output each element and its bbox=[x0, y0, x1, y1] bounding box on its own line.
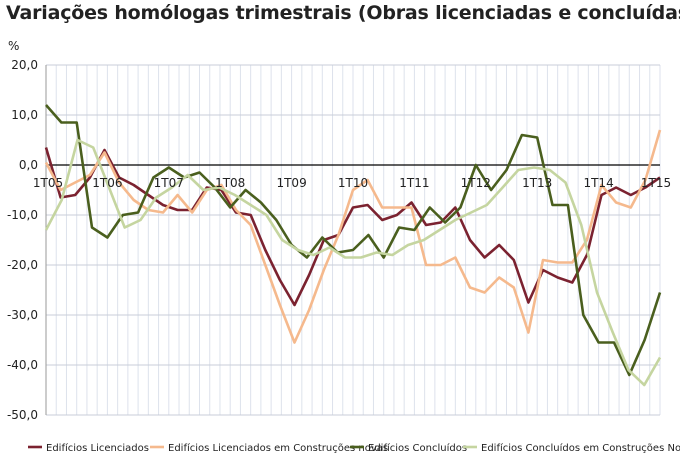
x-tick-label: 1T06 bbox=[92, 176, 122, 190]
x-tick-label: 1T08 bbox=[215, 176, 245, 190]
legend: Edifícios Licenciados Edifícios Licenciad… bbox=[28, 442, 680, 454]
x-tick-label: 1T10 bbox=[338, 176, 368, 190]
vertical-gridlines bbox=[45, 65, 661, 415]
y-axis-unit: % bbox=[8, 39, 19, 53]
y-axis-ticks: 20,0 10,0 0,0 -10,0 -20,0 -30,0 -40,0 -50,0 bbox=[7, 58, 38, 422]
x-tick-label: 1T05 bbox=[33, 176, 63, 190]
series-lines bbox=[44, 104, 662, 387]
series-line bbox=[44, 147, 661, 307]
legend-label: Edifícios Concluídos em Construções Nova… bbox=[481, 442, 680, 454]
horizontal-gridlines bbox=[45, 64, 660, 416]
y-tick-label: -20,0 bbox=[7, 258, 38, 272]
x-tick-label: 1T14 bbox=[583, 176, 613, 190]
series-line bbox=[44, 138, 662, 387]
y-tick-label: -40,0 bbox=[7, 358, 38, 372]
y-tick-label: 10,0 bbox=[11, 108, 38, 122]
y-tick-label: 20,0 bbox=[11, 58, 38, 72]
legend-label: Edifícios Licenciados bbox=[46, 442, 149, 454]
x-tick-label: 1T11 bbox=[399, 176, 429, 190]
x-tick-label: 1T07 bbox=[154, 176, 184, 190]
y-tick-label: -30,0 bbox=[7, 308, 38, 322]
x-tick-label: 1T15 bbox=[641, 176, 671, 190]
x-axis-ticks: 1T05 1T06 1T07 1T08 1T09 1T10 1T11 1T12 1T13 1T14… bbox=[33, 176, 671, 190]
legend-label: Edifícios Licenciados em Construções nov… bbox=[168, 442, 388, 454]
x-tick-label: 1T09 bbox=[276, 176, 306, 190]
chart-title: Variações homólogas trimestrais (Obras l… bbox=[6, 2, 680, 24]
x-tick-label: 1T12 bbox=[461, 176, 491, 190]
series-line bbox=[45, 104, 662, 377]
legend-label: Edifícios Concluídos bbox=[368, 442, 467, 454]
y-tick-label: -10,0 bbox=[7, 208, 38, 222]
x-tick-label: 1T13 bbox=[522, 176, 552, 190]
y-tick-label: 0,0 bbox=[19, 158, 38, 172]
y-tick-label: -50,0 bbox=[7, 408, 38, 422]
